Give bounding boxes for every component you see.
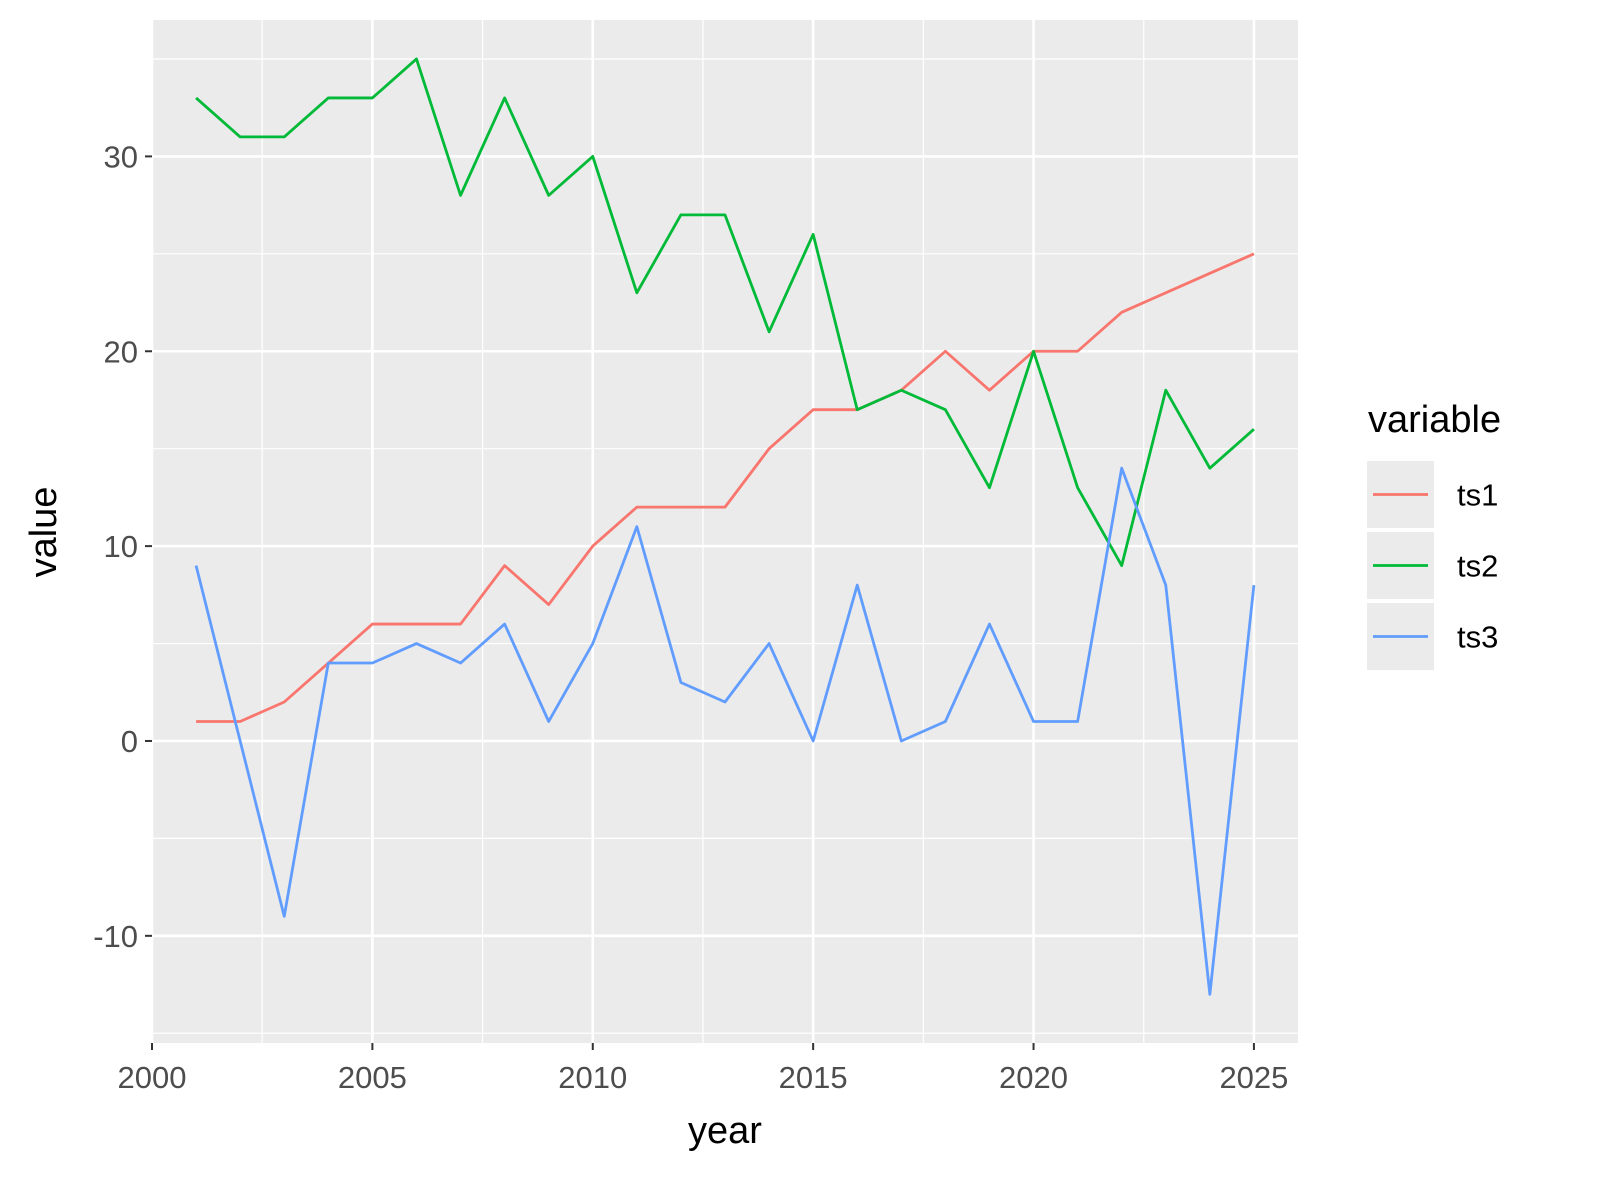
series-line-ts2 (195, 57, 1255, 567)
x-tick-label: 2015 (779, 1060, 848, 1095)
legend-label-ts3: ts3 (1457, 620, 1498, 655)
x-tick-label: 2000 (118, 1060, 187, 1095)
y-tick-label: 30 (104, 139, 138, 174)
y-tick-label: 20 (104, 334, 138, 369)
plot-panel (152, 20, 1298, 1043)
series-lines (194, 57, 1256, 996)
legend: variable ts1 ts2 ts3 (1367, 399, 1501, 670)
y-axis: -10 0 10 20 30 (93, 139, 152, 954)
legend-label-ts2: ts2 (1457, 549, 1498, 584)
series-line-ts1 (196, 252, 1255, 723)
x-tick-label: 2010 (558, 1060, 627, 1095)
x-tick-label: 2020 (999, 1060, 1068, 1095)
legend-label-ts1: ts1 (1457, 478, 1498, 513)
x-axis: 2000 2005 2010 2015 2020 2025 (118, 1043, 1288, 1095)
legend-title: variable (1368, 399, 1501, 441)
major-gridlines (150, 20, 1298, 1043)
y-tick-label: -10 (93, 919, 138, 954)
x-tick-label: 2025 (1219, 1060, 1288, 1095)
y-tick-label: 10 (104, 529, 138, 564)
x-axis-title: year (688, 1110, 762, 1152)
series-line-ts3 (194, 466, 1256, 996)
x-tick-label: 2005 (338, 1060, 407, 1095)
y-axis-title: value (23, 487, 65, 578)
minor-gridlines (152, 20, 1298, 1043)
y-tick-label: 0 (121, 724, 138, 759)
